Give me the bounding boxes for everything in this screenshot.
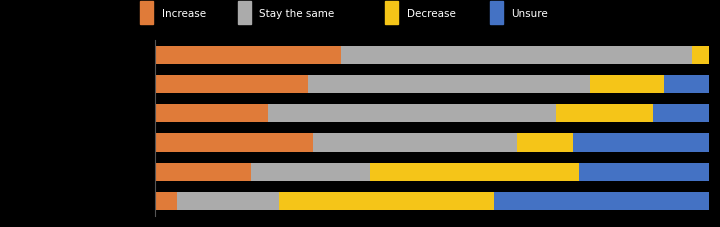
Bar	[177, 192, 279, 210]
Bar	[652, 105, 720, 123]
Text: Decrease: Decrease	[407, 9, 456, 19]
Bar	[307, 76, 590, 94]
Bar	[517, 134, 573, 152]
Bar	[155, 76, 307, 94]
Bar	[268, 105, 557, 123]
Text: Stay the same: Stay the same	[259, 9, 335, 19]
Bar	[341, 46, 692, 64]
Bar	[579, 163, 720, 181]
Bar	[155, 46, 341, 64]
Bar	[155, 192, 177, 210]
Bar	[251, 163, 370, 181]
Bar	[590, 76, 664, 94]
Bar	[692, 46, 709, 64]
Text: Increase: Increase	[162, 9, 206, 19]
Bar	[573, 134, 709, 152]
Bar	[155, 163, 251, 181]
Text: Unsure: Unsure	[511, 9, 548, 19]
Bar	[313, 134, 517, 152]
Bar	[494, 192, 720, 210]
Bar	[557, 105, 652, 123]
Bar	[155, 105, 268, 123]
Bar	[664, 76, 720, 94]
Bar	[279, 192, 494, 210]
Bar	[155, 134, 313, 152]
Bar	[370, 163, 579, 181]
